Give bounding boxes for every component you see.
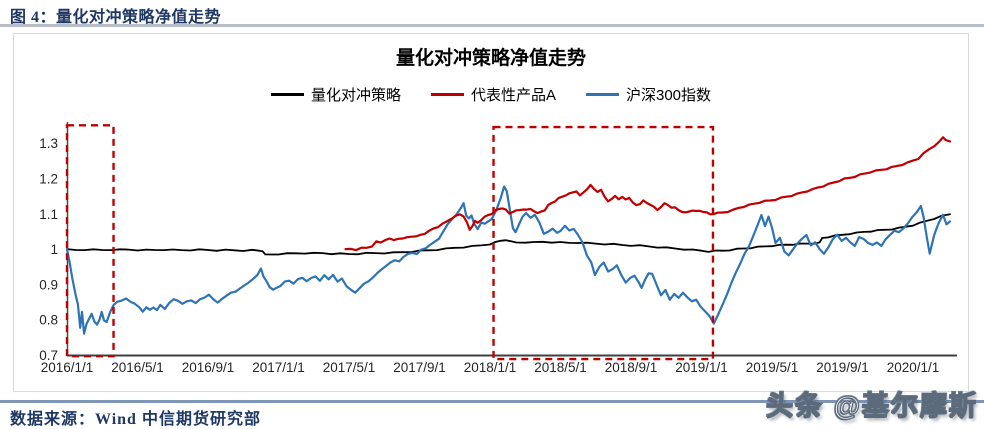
y-tick-label: 1.3 bbox=[39, 136, 58, 151]
x-tick-label: 2018/9/1 bbox=[605, 360, 658, 375]
x-tick-label: 2017/9/1 bbox=[393, 360, 446, 375]
x-tick-label: 2020/1/1 bbox=[887, 360, 940, 375]
x-tick-label: 2016/5/1 bbox=[111, 360, 164, 375]
x-tick-label: 2018/1/1 bbox=[464, 360, 517, 375]
legend-item-hs300: 沪深300指数 bbox=[586, 84, 711, 105]
legend-swatch-product-a-line-icon bbox=[430, 93, 464, 96]
chart-title: 量化对冲策略净值走势 bbox=[395, 48, 586, 69]
series-line-quant_hedge bbox=[66, 213, 951, 256]
bottom-divider bbox=[0, 400, 984, 403]
plot-area: 0.7 0.8 0.9 1 1.1 1.2 1.3 2016/1/1 2016/5/1 2016/… bbox=[39, 122, 957, 375]
x-tick-label: 2019/9/1 bbox=[816, 360, 869, 375]
legend-item-product-a: 代表性产品A bbox=[430, 84, 556, 105]
legend-label: 量化对冲策略 bbox=[310, 87, 401, 104]
x-tick-label: 2016/9/1 bbox=[182, 360, 235, 375]
legend-label: 代表性产品A bbox=[470, 87, 556, 104]
watermark: 头条 @基尔摩斯 bbox=[766, 390, 978, 421]
legend-swatch-quant-hedge-line-icon bbox=[270, 93, 304, 96]
y-tick-label: 0.8 bbox=[39, 313, 58, 328]
legend-label: 沪深300指数 bbox=[626, 87, 712, 104]
top-divider bbox=[0, 24, 984, 27]
source-note: 数据来源：Wind 中信期货研究部 bbox=[10, 411, 261, 428]
y-tick-label: 1.2 bbox=[39, 172, 58, 187]
highlight-box bbox=[65, 124, 115, 358]
x-tick-label: 2017/1/1 bbox=[252, 360, 305, 375]
figure-caption: 图 4：量化对冲策略净值走势 bbox=[10, 9, 222, 26]
y-tick-label: 1 bbox=[50, 242, 58, 257]
series-line-product_a bbox=[344, 136, 952, 252]
highlight-box bbox=[492, 125, 715, 361]
chart-legend: 量化对冲策略 代表性产品A 沪深300指数 bbox=[14, 84, 968, 105]
x-tick-label: 2019/1/1 bbox=[675, 360, 728, 375]
legend-item-quant-hedge: 量化对冲策略 bbox=[270, 84, 401, 105]
series-line-hs300 bbox=[65, 185, 952, 335]
y-tick-label: 0.9 bbox=[39, 277, 58, 292]
legend-swatch-hs300-line-icon bbox=[586, 93, 619, 96]
y-tick-label: 1.1 bbox=[39, 207, 58, 222]
x-tick-label: 2018/5/1 bbox=[534, 360, 587, 375]
y-tick-label: 0.7 bbox=[39, 348, 58, 363]
chart-frame: 0.7 0.8 0.9 1 1.1 1.2 1.3 2016/1/1 2016/5/1 2016/… bbox=[13, 33, 969, 392]
x-tick-label: 2019/5/1 bbox=[746, 360, 799, 375]
x-tick-label: 2016/1/1 bbox=[41, 360, 94, 375]
x-tick-label: 2017/5/1 bbox=[323, 360, 376, 375]
